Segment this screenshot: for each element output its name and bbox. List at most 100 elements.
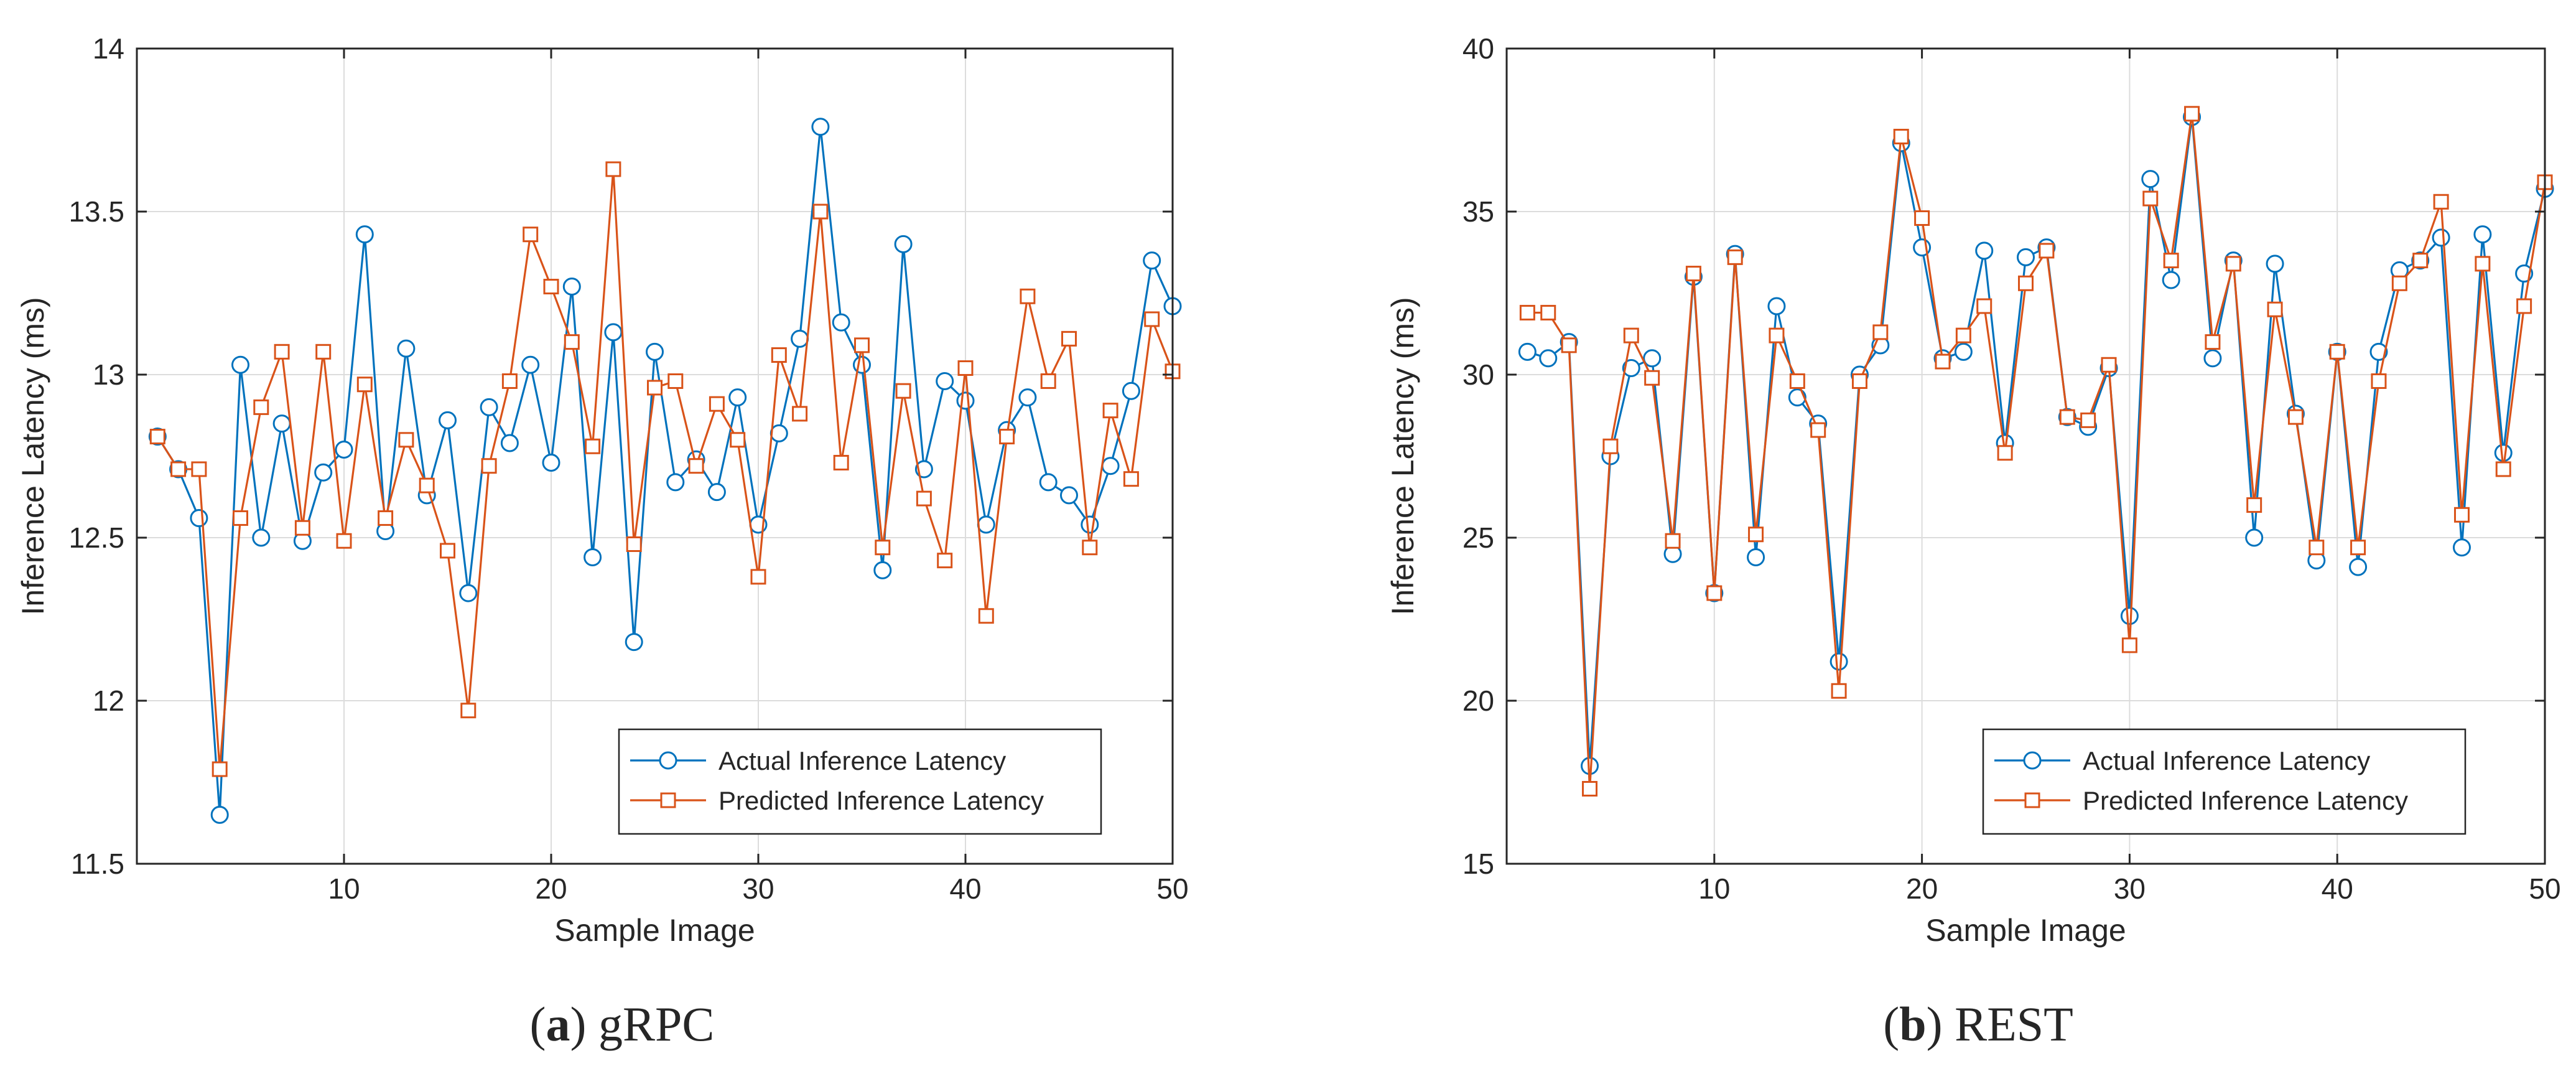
panel-a-predicted-point-2 (170, 461, 187, 477)
panel-b-predicted-point-6 (1623, 327, 1639, 344)
panel-b-actual-point-48 (2494, 444, 2513, 462)
panel-a-predicted-point-14 (419, 477, 435, 493)
panel-a-predicted-point-4 (212, 761, 228, 777)
panel-a-actual-point-16 (459, 584, 478, 602)
panel-b-actual-point-41 (2349, 558, 2368, 576)
panel-a-predicted-point-13 (398, 432, 414, 448)
panel-b-predicted-point-30 (2121, 637, 2137, 653)
panel-a-actual-point-45 (1060, 486, 1078, 505)
panel-b-y-tick-label-40: 40 (1462, 32, 1494, 65)
panel-b-predicted-point-12 (1748, 526, 1764, 543)
panel-b-predicted-point-49 (2516, 298, 2532, 314)
panel-b-series (1518, 106, 2554, 797)
panel-b-predicted-point-45 (2433, 194, 2449, 210)
panel-a-predicted-point-8 (294, 520, 310, 536)
panel-a-predicted-point-43 (1020, 288, 1036, 304)
panel-a-predicted-point-49 (1144, 311, 1160, 327)
panel-b-predicted-point-26 (2039, 243, 2055, 259)
panel-a-predicted-point-10 (336, 533, 352, 549)
panel-b-predicted-point-29 (2101, 357, 2117, 373)
panel-b-predicted-point-23 (1976, 298, 1992, 314)
panel-a-predicted-point-6 (253, 399, 269, 415)
panel-a-x-tick-label-30: 30 (742, 872, 774, 905)
panel-a-predicted-point-30 (750, 569, 766, 585)
panel-b-predicted-point-32 (2163, 253, 2179, 269)
panel-b-predicted-point-38 (2287, 409, 2304, 425)
panel-a-predicted-point-25 (647, 380, 663, 396)
panel-a-actual-point-48 (1122, 381, 1140, 400)
panel-a-caption: (a) gRPC (530, 997, 715, 1051)
panel-a-predicted-point-26 (667, 373, 684, 389)
panel-b-legend-marker-actual (2023, 751, 2042, 770)
panel-a-y-tick-label-12: 12 (93, 685, 124, 717)
panel-b-x-tick-label-10: 10 (1698, 872, 1730, 905)
panel-b-actual-point-14 (1788, 388, 1806, 407)
panel-b-legend-entry-actual: Actual Inference Latency (1994, 746, 2370, 775)
panel-b-x-axis-label: Sample Image (1925, 913, 2126, 948)
panel-b-actual-point-22 (1954, 342, 1973, 361)
panel-b-predicted-point-9 (1685, 266, 1701, 282)
panel-a-predicted-point-7 (274, 344, 290, 360)
panel-a-x-tick-label-10: 10 (328, 872, 360, 905)
panel-b-predicted-point-5 (1602, 438, 1619, 454)
panel-a-caption-letter: a (546, 997, 570, 1051)
panel-a-legend-marker-actual (659, 751, 677, 770)
panel-b-predicted-point-48 (2495, 461, 2511, 477)
panel-b-actual-point-23 (1975, 241, 1994, 260)
panel-a-predicted-point-32 (792, 406, 808, 422)
panel-b-predicted-point-47 (2475, 256, 2491, 272)
panel-a-predicted-point-37 (895, 383, 911, 399)
panel-a-predicted-point-27 (688, 458, 704, 474)
panel-a-y-tick-label-11.5: 11.5 (71, 848, 124, 880)
panel-a-predicted-point-3 (191, 461, 207, 477)
panel-a-grpc: 10 20 30 40 50 11.5 12 12.5 13 13.5 14 Sample Imag… (16, 32, 1189, 1051)
panel-a-predicted-point-16 (460, 703, 477, 719)
panel-b-y-tick-label-25: 25 (1462, 521, 1494, 554)
panel-a-actual-point-29 (728, 388, 747, 407)
panel-a-predicted-point-31 (771, 347, 787, 363)
panel-b-actual-point-32 (2162, 271, 2180, 289)
panel-a-legend-label-predicted: Predicted Inference Latency (718, 786, 1044, 815)
panel-a-predicted-point-11 (356, 376, 373, 393)
panel-a-actual-point-19 (521, 355, 540, 374)
panel-b-actual-point-6 (1622, 359, 1640, 378)
panel-b-predicted-point-37 (2267, 301, 2283, 317)
panel-a-predicted-point-35 (854, 337, 870, 353)
panel-b-series-line-predicted (1527, 113, 2546, 790)
panel-a-legend: Actual Inference Latency Predicted Infer… (618, 728, 1102, 835)
panel-b-legend-box (1982, 728, 2467, 835)
panel-b-predicted-point-41 (2350, 540, 2366, 556)
panel-b-series-predicted (1519, 106, 2553, 797)
panel-b-legend-label-actual: Actual Inference Latency (2083, 746, 2370, 775)
panel-b-actual-point-12 (1747, 548, 1765, 566)
panel-a-series-line-predicted (156, 168, 1174, 770)
panel-b-predicted-point-3 (1561, 337, 1577, 353)
panel-b-actual-point-1 (1518, 342, 1537, 361)
panel-b-actual-point-46 (2452, 538, 2471, 557)
panel-b-rest: 10 20 30 40 50 15 20 25 30 35 40 Sample Image Infe… (1385, 32, 2561, 1051)
panel-b-legend-entry-predicted: Predicted Inference Latency (1994, 786, 2408, 815)
panel-b-legend-label-predicted: Predicted Inference Latency (2083, 786, 2408, 815)
panel-a-predicted-point-5 (233, 510, 248, 526)
panel-a-y-tick-label-12.5: 12.5 (68, 521, 124, 554)
panel-a-actual-point-32 (791, 329, 809, 348)
panel-a-predicted-point-46 (1082, 540, 1098, 556)
panel-a-predicted-point-38 (916, 490, 932, 507)
panel-b-y-tick-label-15: 15 (1462, 848, 1494, 880)
panel-a-actual-point-23 (604, 323, 623, 342)
panel-a-actual-point-36 (873, 561, 892, 579)
panel-a-predicted-point-33 (812, 203, 829, 220)
panel-a-actual-point-13 (397, 339, 416, 358)
panel-a-legend-label-actual: Actual Inference Latency (718, 746, 1006, 775)
panel-b-predicted-point-15 (1810, 422, 1826, 438)
panel-a-actual-point-18 (500, 434, 519, 452)
panel-a-actual-point-5 (231, 355, 249, 374)
panel-a-predicted-point-23 (605, 161, 621, 177)
panel-b-predicted-point-4 (1582, 780, 1598, 797)
panel-a-actual-point-41 (977, 515, 995, 534)
panel-b-caption-text: REST (1955, 997, 2073, 1051)
panel-b-axes-box (1505, 47, 2546, 865)
panel-a-actual-point-24 (625, 633, 643, 652)
panel-a-caption-text: gRPC (598, 997, 714, 1051)
